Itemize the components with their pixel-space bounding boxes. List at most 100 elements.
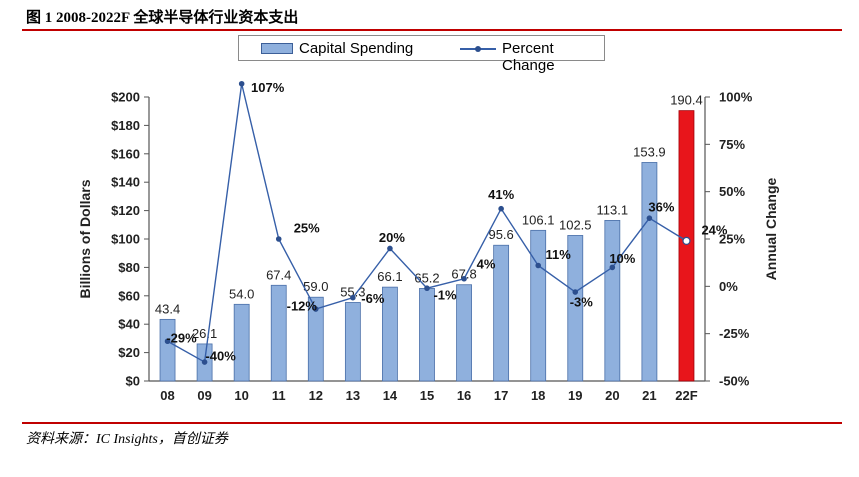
percent-change-marker [535, 262, 542, 269]
x-axis-tick-label: 22F [675, 388, 697, 403]
x-axis-tick-label: 15 [420, 388, 434, 403]
x-axis-tick-label: 09 [197, 388, 211, 403]
x-axis-tick-label: 19 [568, 388, 582, 403]
bar-capital-spending [456, 284, 472, 382]
percent-change-marker [387, 245, 393, 252]
chart-canvas: $0 $20 $40 $60 $80 $100 $120 $140 $160 $180 $200 -5… [77, 80, 779, 403]
chart-legend: Capital Spending Percent Change [238, 35, 605, 74]
percent-change-marker [461, 275, 467, 282]
top-divider [22, 29, 842, 31]
percent-change-label: -6% [361, 291, 385, 306]
percent-change-marker [646, 215, 653, 221]
left-axis-tick-label: $40 [118, 317, 140, 332]
left-axis-tick-label: $20 [118, 345, 140, 360]
percent-change-label: -29% [166, 331, 197, 346]
x-axis-tick-label: 18 [531, 388, 545, 403]
percent-change-marker [609, 264, 616, 271]
right-axis-tick-label: 25% [719, 232, 745, 247]
percent-change-label: 11% [546, 247, 572, 262]
bar-value-label: 67.8 [451, 267, 476, 282]
bar-capital-spending [604, 219, 621, 382]
bar-value-label: 59.0 [303, 279, 328, 294]
left-axis-tick-label: $180 [111, 118, 140, 133]
percent-change-marker [164, 338, 171, 345]
left-axis-title: Billions of Dollars [77, 179, 93, 298]
bar-capital-spending [567, 235, 584, 382]
right-axis-tick-label: 50% [719, 184, 745, 199]
x-axis-tick-label: 14 [383, 388, 398, 403]
percent-change-label: 10% [609, 251, 635, 266]
x-axis-tick-label: 21 [642, 388, 656, 403]
percent-change-label: 41% [488, 187, 514, 202]
percent-change-marker [498, 205, 504, 212]
percent-change-label: 4% [477, 256, 496, 271]
bar-value-label: 54.0 [229, 286, 254, 301]
legend-label-percent-change: Percent Change [502, 40, 555, 74]
x-axis-tick-label: 16 [457, 388, 471, 403]
source-note: 资料来源：IC Insights，首创证券 [26, 432, 228, 447]
percent-change-marker [350, 294, 356, 301]
bar-capital-spending [307, 296, 324, 382]
x-axis-tick-label: 11 [272, 388, 286, 403]
bar-capital-spending [382, 286, 398, 382]
figure-title: 图 1 2008-2022F 全球半导体行业资本支出 [26, 10, 299, 26]
bar-capital-spending [493, 244, 510, 382]
bar-value-label: 113.1 [597, 202, 629, 217]
percent-change-label: -1% [433, 288, 457, 303]
bar-capital-spending [159, 318, 176, 382]
x-axis-tick-label: 20 [605, 388, 619, 403]
percent-change-label: 25% [294, 221, 320, 236]
percent-change-label: -12% [287, 299, 318, 314]
x-axis-tick-label: 08 [160, 388, 174, 403]
bar-value-label: 43.4 [155, 301, 180, 316]
bar-value-label: 67.4 [266, 267, 291, 282]
percent-change-marker [312, 306, 319, 312]
percent-change-marker [572, 289, 579, 295]
bar-value-label: 190.4 [670, 93, 703, 108]
x-axis-tick-label: 17 [494, 388, 508, 403]
percent-change-marker [238, 80, 245, 87]
bar-value-label: 102.5 [559, 217, 592, 232]
bar-capital-spending [419, 288, 435, 382]
left-axis-tick-label: $80 [118, 260, 140, 275]
percent-change-marker [201, 359, 208, 365]
bar-value-label: 66.1 [377, 269, 402, 284]
percent-change-label: 107% [251, 80, 285, 95]
left-axis-tick-label: $60 [118, 288, 140, 303]
bar-value-label: 153.9 [633, 144, 666, 159]
left-axis-tick-label: $120 [111, 203, 140, 218]
bottom-divider [22, 422, 842, 424]
bar-capital-spending [270, 284, 287, 382]
percent-change-label: 24% [701, 222, 727, 237]
bar-capital-spending [530, 229, 547, 382]
legend-label-capital-spending: Capital Spending [299, 40, 414, 57]
left-axis-tick-label: $140 [111, 175, 140, 190]
percent-change-marker [424, 285, 430, 292]
bar-capital-spending [233, 303, 250, 382]
right-axis-title: Annual Change [763, 177, 779, 280]
x-axis-tick-label: 12 [309, 388, 323, 403]
right-axis-tick-label: -50% [719, 374, 750, 389]
bar-capital-spending [678, 110, 695, 382]
percent-change-label: -3% [570, 295, 594, 310]
bar-capital-spending [344, 302, 361, 382]
percent-change-marker [682, 236, 691, 245]
percent-change-label: -40% [205, 349, 236, 364]
bar-capital-spending [641, 162, 658, 382]
percent-change-label: 36% [648, 200, 674, 215]
bar-value-label: 106.1 [522, 212, 555, 227]
legend-bar-swatch [261, 43, 293, 54]
right-axis-tick-label: 75% [719, 137, 745, 152]
right-axis-tick-label: 0% [719, 279, 738, 294]
bar-value-label: 95.6 [488, 227, 513, 242]
right-axis-tick-label: -25% [719, 326, 750, 341]
x-axis-tick-label: 13 [346, 388, 360, 403]
percent-change-label: 20% [379, 230, 405, 245]
legend-line-marker [475, 46, 481, 52]
percent-change-marker [275, 236, 282, 242]
right-axis-tick-label: 100% [719, 90, 753, 105]
left-axis-tick-label: $0 [126, 374, 140, 389]
left-axis-tick-label: $100 [111, 232, 140, 247]
x-axis-tick-label: 10 [234, 388, 248, 403]
bar-value-label: 26.1 [192, 326, 217, 341]
